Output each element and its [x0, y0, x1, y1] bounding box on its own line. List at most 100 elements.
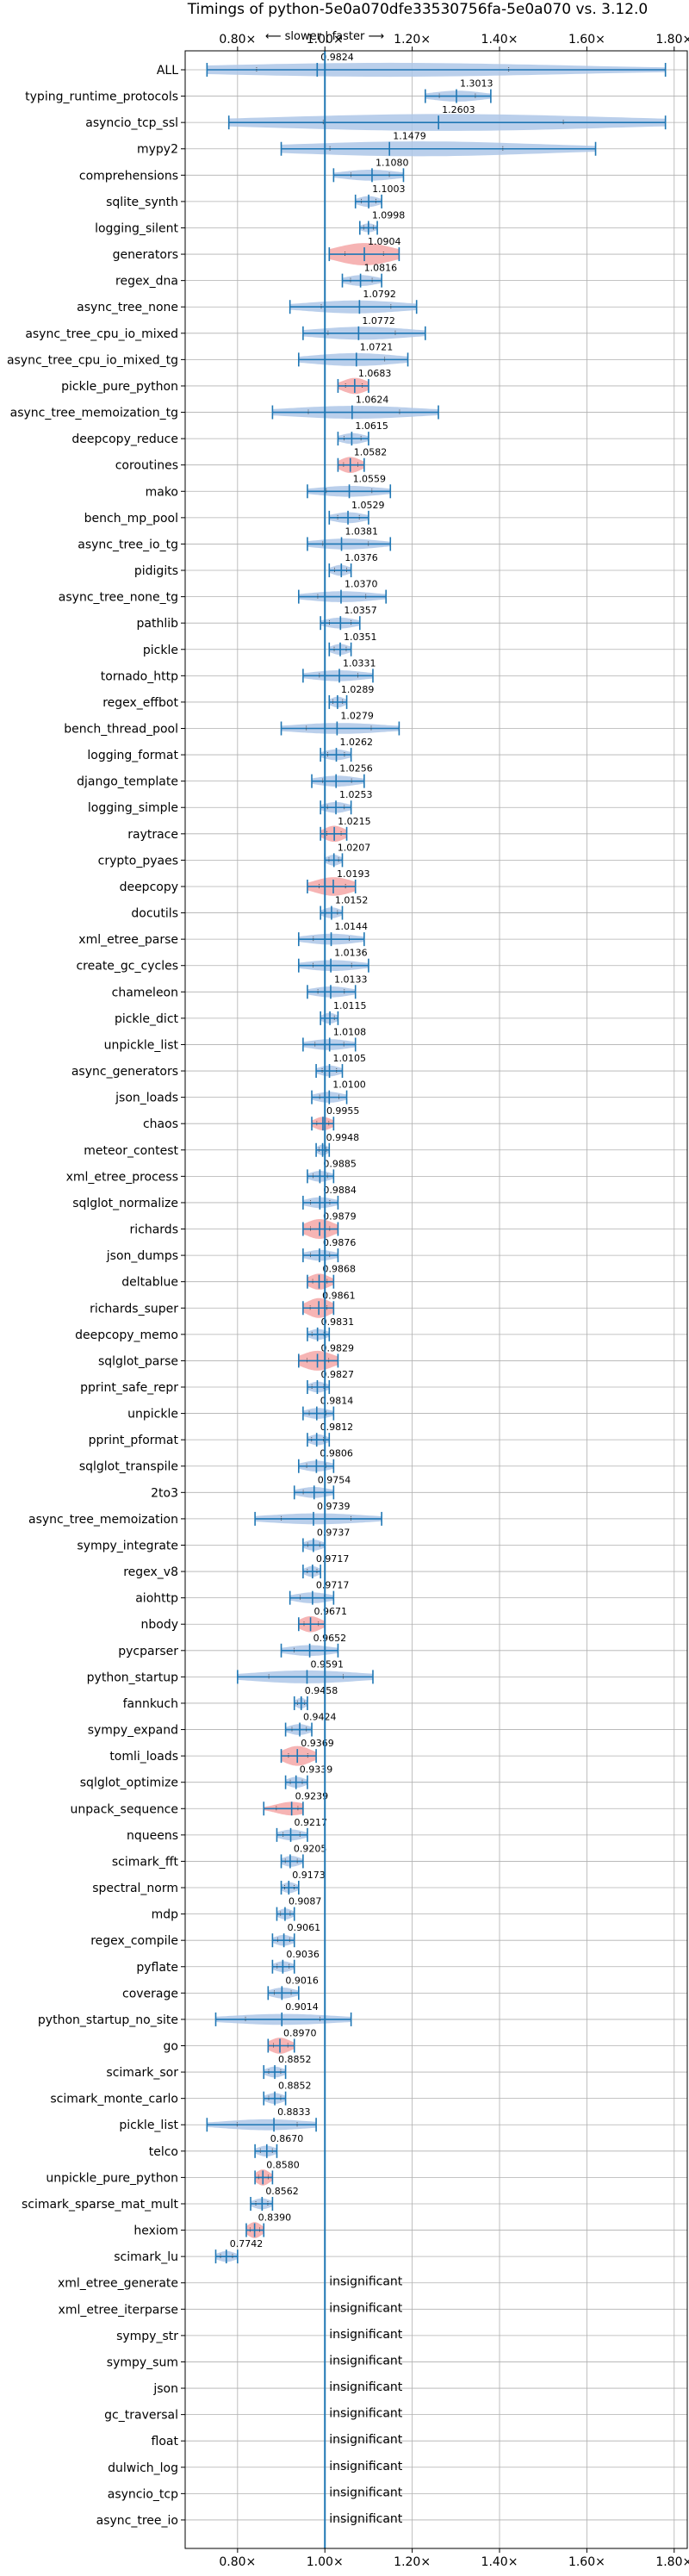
benchmark-label: comprehensions [79, 169, 178, 183]
benchmark-label: async_tree_none_tg [59, 591, 178, 605]
benchmark-label: unpack_sequence [71, 1802, 178, 1816]
benchmark-label: xml_etree_process [66, 1170, 178, 1184]
mean-value-label: 1.0998 [372, 209, 406, 221]
benchmark-row: regex_compile 0.9061 [90, 1922, 687, 1948]
benchmark-label: logging_simple [88, 801, 178, 815]
mean-value-label: 0.9458 [305, 1685, 338, 1696]
benchmark-row: json_dumps 0.9876 [106, 1237, 687, 1263]
benchmark-label: pycparser [118, 1645, 178, 1658]
benchmark-label: json [152, 2382, 178, 2396]
benchmark-row: async_tree_memoization_tg 1.0624 [10, 395, 687, 420]
benchmark-label: logging_format [87, 749, 178, 762]
benchmark-row: sqlite_synth 1.1003 [106, 184, 687, 209]
benchmark-row: pathlib 1.0357 [137, 605, 687, 631]
mean-value-label: 0.7742 [230, 2238, 264, 2249]
mean-value-label: 1.0279 [340, 711, 374, 722]
mean-value-label: 0.9824 [320, 52, 354, 63]
benchmark-label: async_tree_none [77, 301, 178, 314]
benchmark-label: pidigits [134, 564, 178, 578]
mean-value-label: 1.0133 [334, 974, 368, 985]
mean-value-label: 0.9861 [322, 1290, 356, 1301]
benchmark-row: sympy_str insignificant [116, 2328, 687, 2343]
mean-value-label: 0.9885 [323, 1158, 357, 1169]
benchmark-row: unpickle 0.9814 [127, 1396, 687, 1422]
insignificant-label: insignificant [329, 2407, 403, 2421]
benchmark-label: async_tree_io_tg [78, 538, 178, 551]
benchmark-label: pickle_pure_python [61, 380, 178, 394]
benchmark-label: coverage [122, 1987, 178, 2000]
benchmark-row: mdp 0.9087 [152, 1896, 687, 1922]
benchmark-label: json_dumps [106, 1249, 178, 1263]
benchmark-label: django_template [77, 775, 178, 789]
benchmark-label: typing_runtime_protocols [25, 90, 178, 104]
benchmark-row: deltablue 0.9868 [121, 1264, 687, 1290]
mean-value-label: 0.8562 [265, 2186, 299, 2197]
benchmark-row: raytrace 1.0215 [127, 816, 687, 843]
mean-value-label: 1.0207 [338, 842, 371, 853]
mean-value-label: 0.9205 [294, 1843, 327, 1854]
benchmark-row: python_startup_no_site 0.9014 [38, 2001, 687, 2027]
benchmark-label: docutils [131, 907, 178, 921]
x-tick-label-bottom: 1.20× [394, 2555, 431, 2569]
mean-value-label: 0.8852 [278, 2054, 312, 2065]
benchmark-label: crypto_pyaes [98, 854, 178, 868]
benchmark-label: chaos [143, 1117, 178, 1131]
x-axis-ticks: 0.80× 0.80× 1.00× 1.00× 1.20× 1.20× 1.40× 1.40×… [219, 33, 689, 2569]
benchmark-label: regex_dna [115, 275, 178, 289]
x-tick-label-bottom: 1.60× [568, 2555, 605, 2569]
benchmark-row: async_tree_cpu_io_mixed_tg 1.0721 [7, 341, 687, 367]
mean-value-label: 1.0370 [344, 579, 378, 590]
mean-value-label: 0.8670 [270, 2133, 304, 2144]
mean-value-label: 1.0721 [360, 341, 394, 352]
benchmark-row: crypto_pyaes 1.0207 [98, 842, 687, 868]
mean-value-label: 0.9829 [321, 1342, 355, 1353]
benchmark-row: sympy_sum insignificant [107, 2354, 687, 2369]
benchmark-label: regex_v8 [123, 1565, 178, 1579]
benchmark-row: pidigits 1.0376 [134, 552, 687, 578]
benchmark-row: deepcopy 1.0193 [120, 868, 687, 896]
benchmark-rows: ALL 0.9824 typing_runtime_protocols 1.3013 a… [7, 52, 687, 2528]
benchmark-label: pickle_list [119, 2119, 178, 2132]
benchmark-label: pprint_safe_repr [80, 1381, 178, 1395]
mean-value-label: 1.0904 [368, 236, 401, 247]
benchmark-label: asyncio_tcp_ssl [85, 116, 178, 130]
benchmark-label: pickle_dict [115, 1012, 179, 1026]
insignificant-label: insignificant [329, 2354, 403, 2368]
benchmark-row: tornado_http 1.0331 [101, 657, 687, 683]
benchmark-row: telco 0.8670 [149, 2133, 687, 2159]
mean-value-label: 1.0256 [339, 763, 373, 775]
benchmark-row: typing_runtime_protocols 1.3013 [25, 78, 687, 104]
benchmark-row: create_gc_cycles 1.0136 [76, 948, 687, 974]
mean-value-label: 0.9717 [316, 1580, 350, 1591]
mean-value-label: 0.9876 [323, 1237, 357, 1248]
benchmark-label: mdp [152, 1908, 179, 1922]
benchmark-row: unpickle_pure_python 0.8580 [46, 2159, 687, 2186]
benchmark-row: pickle_pure_python 1.0683 [61, 368, 687, 395]
mean-value-label: 0.9827 [320, 1369, 354, 1380]
benchmark-row: xml_etree_process 0.9885 [66, 1158, 687, 1184]
x-tick-label-top: 1.80× [655, 33, 689, 47]
mean-value-label: 0.9591 [310, 1658, 344, 1670]
mean-value-label: 0.9424 [303, 1712, 337, 1723]
benchmark-row: json_loads 1.0100 [115, 1080, 687, 1105]
mean-value-label: 1.0215 [338, 816, 371, 827]
benchmark-label: pprint_pformat [89, 1434, 179, 1447]
mean-value-label: 1.0582 [354, 447, 388, 458]
benchmark-row: scimark_sparse_mat_mult 0.8562 [22, 2186, 687, 2212]
mean-value-label: 0.8580 [266, 2159, 300, 2170]
mean-value-label: 1.0381 [345, 526, 379, 537]
benchmark-label: meteor_contest [84, 1144, 178, 1158]
benchmark-row: async_tree_cpu_io_mixed 1.0772 [25, 315, 687, 341]
insignificant-label: insignificant [329, 2460, 403, 2473]
mean-value-label: 0.9652 [313, 1633, 347, 1644]
mean-value-label: 0.9812 [320, 1422, 354, 1433]
benchmark-row: python_startup 0.9591 [87, 1658, 687, 1684]
benchmark-row: django_template 1.0256 [77, 763, 687, 789]
mean-value-label: 1.1003 [372, 184, 406, 195]
insignificant-label: insignificant [329, 2486, 403, 2499]
benchmark-label: generators [113, 248, 178, 262]
mean-value-label: 0.8970 [283, 2028, 317, 2039]
benchmark-row: xml_etree_generate insignificant [58, 2275, 687, 2291]
mean-value-label: 0.9955 [326, 1105, 360, 1117]
